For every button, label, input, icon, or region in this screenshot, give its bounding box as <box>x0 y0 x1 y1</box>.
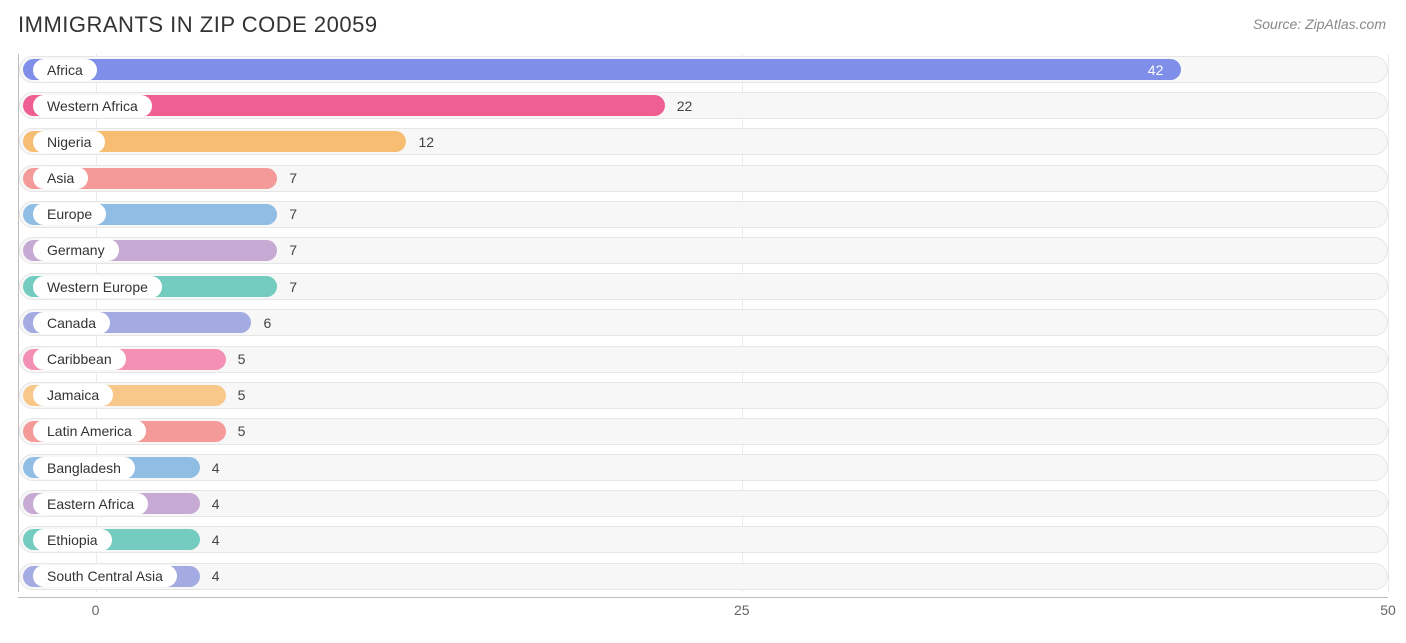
bar-row: Germany 7 <box>19 235 1388 266</box>
value-label: 22 <box>677 98 693 114</box>
bar-track <box>19 490 1388 517</box>
category-pill: South Central Asia <box>33 565 177 587</box>
bar-row: Asia 7 <box>19 163 1388 194</box>
bar-row: Jamaica 5 <box>19 380 1388 411</box>
value-label: 5 <box>238 351 246 367</box>
category-pill: Ethiopia <box>33 529 112 551</box>
category-pill: Germany <box>33 239 119 261</box>
value-label: 4 <box>212 532 220 548</box>
chart-area: Africa42Western Africa22Nigeria12Asia7Eu… <box>18 54 1388 625</box>
bar-track <box>19 563 1388 590</box>
bar-row: Canada 6 <box>19 307 1388 338</box>
plot-region: Africa42Western Africa22Nigeria12Asia7Eu… <box>18 54 1388 592</box>
bar-row: Bangladesh 4 <box>19 452 1388 483</box>
bar-row: Nigeria 12 <box>19 126 1388 157</box>
bar-row: Ethiopia 4 <box>19 524 1388 555</box>
category-pill: Europe <box>33 203 106 225</box>
category-pill: Asia <box>33 167 88 189</box>
category-pill: Africa <box>33 59 97 81</box>
x-axis: 02550 <box>18 597 1388 625</box>
bar-row: South Central Asia 4 <box>19 561 1388 592</box>
value-label: 6 <box>263 315 271 331</box>
category-pill: Bangladesh <box>33 457 135 479</box>
value-label: 12 <box>418 134 434 150</box>
x-tick-label: 0 <box>92 602 100 618</box>
x-tick-label: 25 <box>734 602 750 618</box>
bars-container: Africa42Western Africa22Nigeria12Asia7Eu… <box>19 54 1388 592</box>
category-pill: Canada <box>33 312 110 334</box>
category-pill: Western Africa <box>33 95 152 117</box>
value-label: 42 <box>1148 62 1164 78</box>
bar-row: Western Europe 7 <box>19 271 1388 302</box>
value-label: 4 <box>212 460 220 476</box>
value-label: 5 <box>238 423 246 439</box>
chart-title: IMMIGRANTS IN ZIP CODE 20059 <box>18 12 378 38</box>
bar-row: Eastern Africa 4 <box>19 488 1388 519</box>
bar-row: Caribbean 5 <box>19 344 1388 375</box>
category-pill: Jamaica <box>33 384 113 406</box>
source-attribution: Source: ZipAtlas.com <box>1253 12 1386 32</box>
value-label: 4 <box>212 568 220 584</box>
gridline <box>1388 54 1389 592</box>
category-pill: Nigeria <box>33 131 105 153</box>
category-pill: Western Europe <box>33 276 162 298</box>
value-label: 7 <box>289 279 297 295</box>
value-label: 5 <box>238 387 246 403</box>
header: IMMIGRANTS IN ZIP CODE 20059 Source: Zip… <box>0 0 1406 44</box>
bar-row: Africa 42 <box>19 54 1388 85</box>
bar-track <box>19 526 1388 553</box>
bar-row: Latin America 5 <box>19 416 1388 447</box>
bar-row: Western Africa 22 <box>19 90 1388 121</box>
value-label: 7 <box>289 170 297 186</box>
x-tick-label: 50 <box>1380 602 1396 618</box>
value-label: 4 <box>212 496 220 512</box>
category-pill: Eastern Africa <box>33 493 148 515</box>
value-label: 7 <box>289 242 297 258</box>
value-label: 7 <box>289 206 297 222</box>
category-pill: Caribbean <box>33 348 126 370</box>
bar-track <box>19 454 1388 481</box>
bar-row: Europe 7 <box>19 199 1388 230</box>
bar-fill <box>23 59 1181 80</box>
category-pill: Latin America <box>33 420 146 442</box>
